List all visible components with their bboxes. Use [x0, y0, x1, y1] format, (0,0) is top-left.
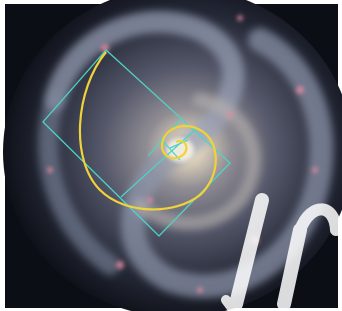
nebula	[197, 287, 203, 293]
nebula	[47, 167, 53, 173]
nebula	[227, 112, 233, 118]
nebula	[296, 86, 304, 94]
galaxy-photo	[0, 0, 342, 311]
watermark-stroke	[226, 300, 232, 308]
nebula	[312, 167, 318, 173]
nebula	[237, 15, 243, 21]
page: (() => { const data = JSON.parse(documen…	[0, 0, 342, 311]
nebula	[116, 261, 124, 269]
nebula	[147, 197, 153, 203]
